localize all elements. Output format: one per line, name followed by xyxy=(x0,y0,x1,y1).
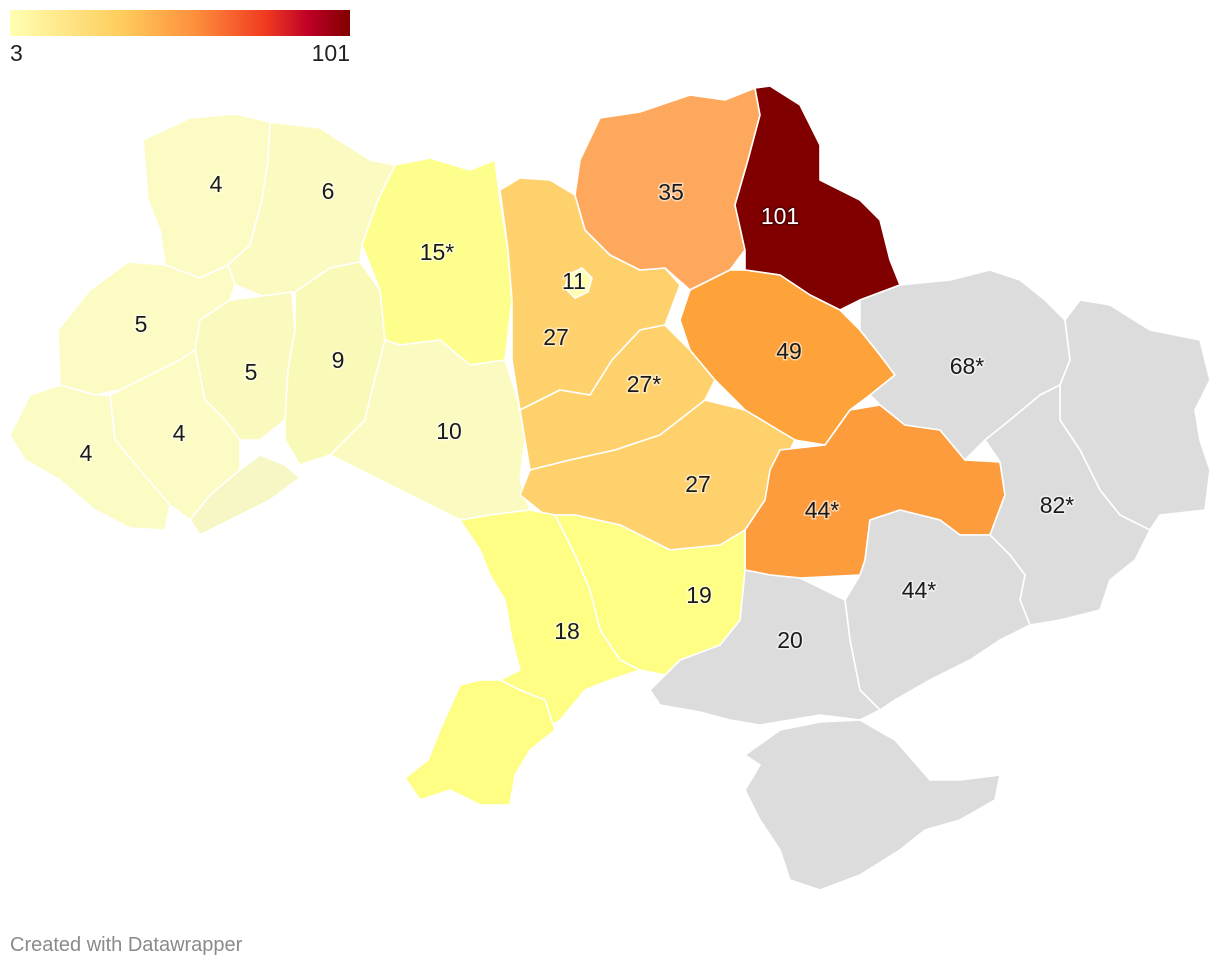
region-label-rivne: 6 xyxy=(322,178,335,204)
region-label-kherson: 20 xyxy=(777,627,803,653)
region-kherson[interactable] xyxy=(649,569,881,726)
region-label-ivano-frankivsk: 4 xyxy=(173,420,186,446)
region-label-luhansk: 82* xyxy=(1040,492,1075,518)
region-label-chernihiv: 35 xyxy=(658,179,684,205)
region-crimea[interactable] xyxy=(744,719,1001,891)
region-label-kirovohrad: 27 xyxy=(685,471,711,497)
region-chernivtsi xyxy=(189,454,301,536)
color-legend: 3 101 xyxy=(10,10,350,66)
region-label-mykolaiv: 19 xyxy=(686,582,712,608)
legend-min-label: 3 xyxy=(10,40,23,66)
region-odesa-south xyxy=(404,679,556,806)
region-label-sumy: 101 xyxy=(761,203,799,229)
region-label-vinnytsia: 10 xyxy=(436,418,462,444)
footer-credit[interactable]: Created with Datawrapper xyxy=(10,934,243,956)
legend-gradient-bar xyxy=(10,10,350,36)
region-label-zhytomyr: 15* xyxy=(420,239,455,265)
region-label-poltava: 49 xyxy=(776,338,802,364)
region-label-ternopil: 5 xyxy=(245,359,258,385)
region-label-dnipropetrovsk: 44* xyxy=(805,497,840,523)
region-label-cherkasy: 27* xyxy=(627,371,662,397)
region-label-odesa: 18 xyxy=(554,618,580,644)
legend-max-label: 101 xyxy=(311,40,350,66)
region-label-volyn: 4 xyxy=(210,171,223,197)
region-label-kharkiv: 68* xyxy=(950,353,985,379)
region-label-khmelnytskyi: 9 xyxy=(332,347,345,373)
region-label-kyiv-oblast: 27 xyxy=(543,324,569,350)
region-label-lviv: 5 xyxy=(135,311,148,337)
region-zakarpattia[interactable] xyxy=(9,384,171,531)
region-kyiv-city[interactable] xyxy=(564,267,593,299)
region-label-zakarpattia: 4 xyxy=(80,440,93,466)
region-label-kyiv-city: 11 xyxy=(562,268,586,294)
region-label-zaporizhzhia: 44* xyxy=(902,577,937,603)
